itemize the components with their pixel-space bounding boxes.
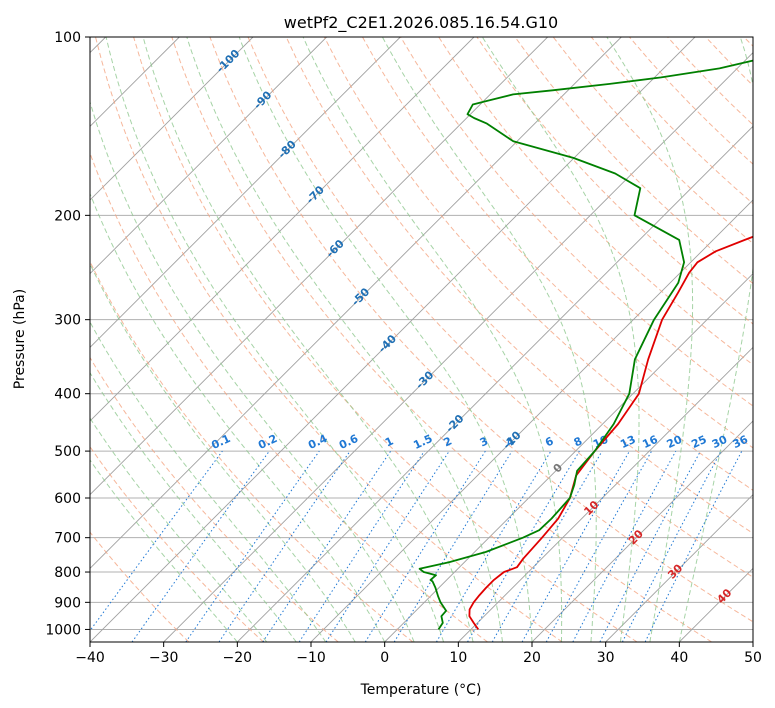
y-tick-label: 900 [54,595,81,611]
y-tick-label: 1000 [45,622,81,638]
y-tick-label: 600 [54,491,81,507]
x-tick-label: 0 [380,650,389,666]
mixing-ratio-line [393,450,513,642]
x-tick-label: 50 [744,650,762,666]
mixing-ratio-label: 13 [618,433,637,451]
moist-adiabat-line [90,459,238,642]
moist-adiabat-line [90,321,327,642]
dewpoint-profile [418,59,753,630]
x-tick-label: 40 [670,650,688,666]
mixing-ratio-line [131,450,270,642]
dry-adiabat-line [90,151,488,642]
isotherm-line [531,420,753,642]
x-tick-label: −30 [149,650,179,666]
dry-adiabat-line [90,531,190,642]
dry-adiabat-line [514,37,753,285]
isotherm-line [90,37,401,348]
moist-adiabat-line [90,371,297,642]
mixing-ratio-label: 36 [731,433,751,451]
y-tick-label: 500 [54,444,81,460]
x-tick-label: 10 [449,650,467,666]
moist-adiabat-line [90,417,268,642]
mixing-ratio-line [572,450,677,642]
moist-adiabat-line [606,37,694,642]
mixing-ratio-line [644,450,743,642]
y-axis-title: Pressure (hPa) [12,289,28,389]
background-lines [90,37,753,642]
isotherm-line [384,273,753,642]
mixing-ratio-line [298,450,425,642]
mixing-ratio-line [545,450,653,642]
dry-adiabat-line [400,37,753,407]
moist-adiabat-line [302,37,563,642]
y-tick-label: 800 [54,565,81,581]
isotherm-line [90,37,622,569]
y-tick-label: 100 [54,30,81,46]
sounding-profiles [418,59,753,630]
dry-adiabat-line [323,37,753,491]
x-tick-label: 30 [597,650,615,666]
dry-adiabat-line [90,356,339,642]
mixing-ratio-line [90,450,223,632]
dry-adiabat-line [171,37,712,642]
moist-adiabat-line [381,37,597,642]
mixing-ratio-line [185,450,320,642]
x-axis: −40 −30 −20 −10 0 10 20 30 40 50 [75,642,762,666]
isotherm-line [605,494,753,642]
dry-adiabat-line [362,37,753,449]
isotherm-line [458,346,753,642]
moist-adiabat-line [481,37,640,642]
x-tick-label: −10 [296,650,326,666]
temperature-profile [468,235,753,630]
mixing-ratio-line [521,450,630,642]
isotherm-line [90,37,327,275]
isotherm-line [90,37,254,201]
y-tick-label: 400 [54,387,81,403]
dry-adiabat-line [90,445,264,642]
dry-adiabat-line [209,37,753,623]
moist-adiabat-line [90,192,386,642]
mixing-ratio-label: 25 [689,433,708,451]
plot-frame [89,36,754,643]
x-tick-label: −20 [223,650,253,666]
x-tick-label: 20 [523,650,541,666]
isotherm-line [237,125,753,642]
moist-adiabat-line [90,262,356,642]
dry-adiabat-line [247,37,753,578]
mixing-ratio-label: 16 [640,433,660,451]
dry-adiabat-line [133,37,638,642]
dry-adiabat-line [438,37,753,366]
dry-adiabat-line [90,260,414,642]
mixing-ratio-label: 20 [665,433,685,451]
moist-adiabat-line [238,37,533,642]
chart-title: wetPf2_C2E1.2026.085.16.54.G10 [284,13,558,33]
y-tick-label: 300 [54,313,81,329]
x-tick-label: −40 [75,650,105,666]
dry-adiabat-line [95,37,563,642]
mixing-ratio-line [218,450,351,642]
y-axis: 100 200 300 400 500 600 700 800 900 1000 [45,30,90,638]
mixing-ratio-line [325,450,450,642]
isotherm-line [163,52,753,642]
dry-adiabat-line [285,37,753,535]
isotherm-line [90,37,548,496]
isotherm-line [90,37,475,422]
x-axis-title: Temperature (°C) [360,682,482,698]
grid-lines [90,37,753,642]
moist-adiabat-line [678,37,753,642]
y-tick-label: 700 [54,531,81,547]
y-tick-label: 200 [54,208,81,224]
moist-adiabat-line [105,37,445,642]
isotherm-line [90,37,696,642]
moist-adiabat-line [142,37,474,642]
mixing-ratio-line [262,450,392,642]
moist-adiabat-line [186,37,503,642]
mixing-ratio-label: 30 [710,433,730,451]
